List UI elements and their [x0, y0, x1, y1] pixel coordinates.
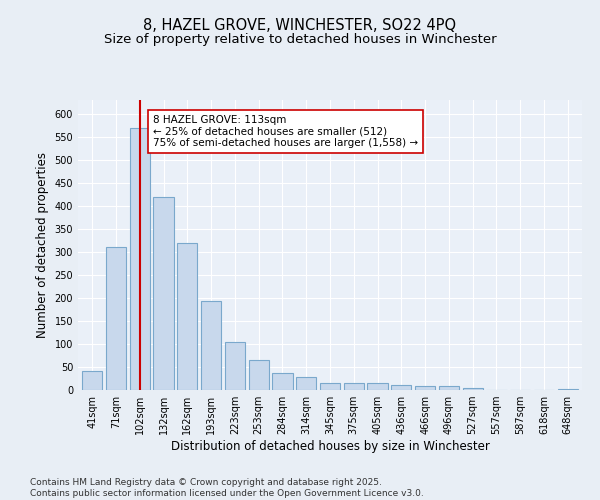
Bar — [344, 383, 364, 390]
Bar — [391, 386, 412, 390]
Bar — [320, 383, 340, 390]
Text: 8, HAZEL GROVE, WINCHESTER, SO22 4PQ: 8, HAZEL GROVE, WINCHESTER, SO22 4PQ — [143, 18, 457, 32]
Bar — [201, 301, 221, 390]
Bar — [415, 386, 435, 390]
Bar — [367, 383, 388, 390]
Bar — [248, 360, 269, 390]
Bar — [272, 372, 293, 390]
Bar — [439, 386, 459, 390]
Bar — [225, 342, 245, 390]
Bar — [557, 389, 578, 390]
Bar — [463, 388, 483, 390]
Bar — [296, 377, 316, 390]
Text: Size of property relative to detached houses in Winchester: Size of property relative to detached ho… — [104, 32, 496, 46]
Text: Contains HM Land Registry data © Crown copyright and database right 2025.
Contai: Contains HM Land Registry data © Crown c… — [30, 478, 424, 498]
Bar — [106, 248, 126, 390]
Text: 8 HAZEL GROVE: 113sqm
← 25% of detached houses are smaller (512)
75% of semi-det: 8 HAZEL GROVE: 113sqm ← 25% of detached … — [153, 114, 418, 148]
Bar — [177, 242, 197, 390]
X-axis label: Distribution of detached houses by size in Winchester: Distribution of detached houses by size … — [170, 440, 490, 453]
Y-axis label: Number of detached properties: Number of detached properties — [36, 152, 49, 338]
Bar — [82, 370, 103, 390]
Bar — [130, 128, 150, 390]
Bar — [154, 196, 173, 390]
